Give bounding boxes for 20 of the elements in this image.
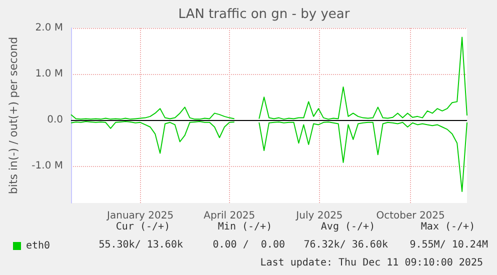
text: 55.30k/ 13.60k <box>98 240 183 250</box>
text: Max (-/+) <box>420 222 476 232</box>
legend-label: eth0 <box>26 240 50 252</box>
text: 76.32k/ 36.60k <box>304 240 388 250</box>
y-tick-label: 1.0 M <box>35 68 63 80</box>
text: 9.55M/ 10.24M <box>410 240 488 250</box>
x-tick-label: October 2025 <box>376 210 445 222</box>
text: 0.00 / 0.00 <box>212 240 285 250</box>
x-tick-label: July 2025 <box>295 210 343 222</box>
text: Min (-/+) <box>218 222 272 232</box>
x-tick-label: April 2025 <box>204 210 256 222</box>
y-tick-label: -1.0 M <box>32 160 63 172</box>
text: Cur (-/+) <box>116 222 170 232</box>
y-axis-title: bits in(-) / out(+) per second <box>7 36 20 194</box>
text: Avg (-/+) <box>320 222 376 232</box>
text: Last update: Thu Dec 11 09:10:00 2025 <box>260 258 483 268</box>
x-tick-label: January 2025 <box>106 210 174 222</box>
y-tick-label: 2.0 M <box>35 22 63 34</box>
y-tick-label: 0.0 <box>47 114 63 126</box>
chart-title: LAN traffic on gn - by year <box>178 7 350 22</box>
